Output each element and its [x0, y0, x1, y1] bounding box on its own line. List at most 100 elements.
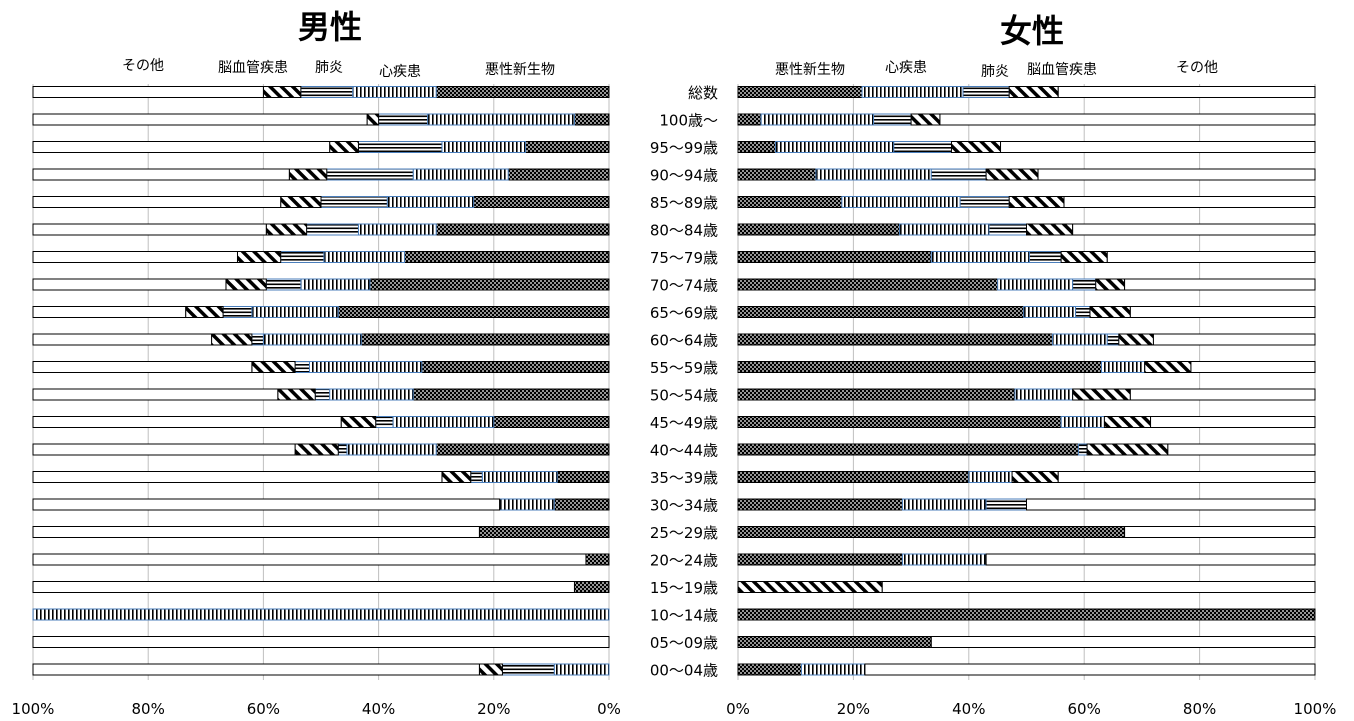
tick-label: 100%	[12, 700, 55, 718]
bar-segment	[1057, 471, 1316, 483]
bar-segment	[357, 223, 437, 236]
bar-segment	[32, 663, 480, 676]
bar-segment	[32, 498, 501, 511]
bar-segment	[32, 223, 267, 236]
bar-segment	[1011, 471, 1059, 483]
bar-segment	[473, 196, 610, 208]
legend-label: 脳血管疾患	[218, 60, 288, 76]
bar-segment	[585, 553, 610, 566]
bar-segment	[737, 526, 1126, 538]
bar-segment	[32, 196, 282, 208]
bar-segment	[985, 553, 1316, 566]
age-group-label: 45～49歳	[650, 414, 718, 432]
age-group-label: 20～24歳	[650, 552, 718, 570]
bar-segment	[968, 471, 1013, 483]
bar-segment	[32, 581, 575, 593]
bar-segment	[1129, 306, 1316, 318]
bar-segment	[985, 498, 1027, 511]
bar-segment	[1060, 251, 1108, 263]
bar-segment	[1124, 526, 1316, 538]
bar-segment	[262, 333, 362, 346]
bar-segment	[1089, 306, 1131, 318]
bar-segment	[939, 113, 1316, 126]
bar-segment	[1072, 223, 1316, 236]
bar-segment	[280, 196, 322, 208]
bar-segment	[930, 636, 1316, 648]
bar-segment	[435, 443, 610, 456]
bar-segment	[1014, 388, 1074, 401]
bar-segment	[32, 636, 610, 648]
bar-segment	[930, 168, 987, 181]
age-group-label: 25～29歳	[650, 524, 718, 542]
bar-segment	[288, 168, 328, 181]
bar-segment	[1026, 498, 1316, 511]
bar-segment	[211, 333, 253, 346]
bar-segment	[737, 278, 999, 291]
bar-segment	[441, 141, 526, 153]
age-group-label: 80～84歳	[650, 222, 718, 240]
bar-segment	[32, 278, 227, 291]
bar-segment	[435, 86, 610, 98]
bar-segment	[412, 388, 610, 401]
bar-segment	[421, 361, 610, 373]
female-legend: 悪性新生物 心疾患 肺炎 脳血管疾患 その他	[775, 60, 1218, 80]
bar-segment	[478, 526, 610, 538]
bar-segment	[470, 471, 483, 483]
age-group-label: 55～59歳	[650, 359, 718, 377]
female-gridlines	[737, 84, 1316, 680]
bar-segment	[737, 553, 903, 566]
bar-segment	[841, 196, 961, 208]
bar-segment	[427, 113, 575, 126]
age-group-label: 60～64歳	[650, 332, 718, 350]
bar-segment	[300, 86, 354, 98]
bar-segment	[352, 86, 437, 98]
bar-segment	[386, 196, 475, 208]
bar-segment	[435, 223, 610, 236]
bar-segment	[1077, 443, 1088, 456]
bar-segment	[32, 608, 610, 621]
bar-segment	[392, 416, 495, 428]
bar-segment	[412, 168, 509, 181]
bar-segment	[737, 168, 817, 181]
bar-segment	[277, 388, 316, 401]
bar-segment	[553, 498, 610, 511]
bar-segment	[501, 663, 555, 676]
legend-label: 心疾患	[379, 64, 421, 80]
bar-segment	[251, 361, 296, 373]
bar-segment	[378, 113, 429, 126]
bar-segment	[32, 361, 253, 373]
bar-segment	[294, 443, 339, 456]
bar-segment	[375, 416, 394, 428]
bar-segment	[1144, 361, 1192, 373]
bar-segment	[1075, 306, 1091, 318]
age-group-label: 50～54歳	[650, 387, 718, 405]
bar-segment	[1103, 416, 1152, 428]
tick-label: 40%	[362, 700, 395, 718]
bar-segment	[337, 443, 348, 456]
bar-segment	[1190, 361, 1316, 373]
bar-segment	[573, 581, 610, 593]
bar-segment	[1095, 278, 1126, 291]
bar-segment	[294, 361, 310, 373]
bar-segment	[737, 306, 1025, 318]
bar-segment	[899, 223, 990, 236]
female-x-axis-ticks: 0% 20% 40% 60% 80% 100%	[726, 700, 1336, 718]
bar-segment	[366, 113, 380, 126]
bar-segment	[360, 333, 610, 346]
age-group-label: 総数	[688, 84, 718, 102]
bar-segment	[32, 443, 296, 456]
age-group-label: 00～04歳	[650, 662, 718, 680]
bar-segment	[737, 86, 863, 98]
bar-segment	[1129, 388, 1316, 401]
tick-label: 40%	[952, 700, 985, 718]
bar-segment	[737, 608, 1316, 621]
bar-segment	[901, 498, 987, 511]
age-group-label: 70～74歳	[650, 277, 718, 295]
age-group-label: 10～14歳	[650, 607, 718, 625]
bar-segment	[737, 113, 762, 126]
bar-segment	[337, 306, 610, 318]
bar-segment	[910, 113, 941, 126]
bar-segment	[737, 361, 1103, 373]
bar-segment	[800, 663, 866, 676]
